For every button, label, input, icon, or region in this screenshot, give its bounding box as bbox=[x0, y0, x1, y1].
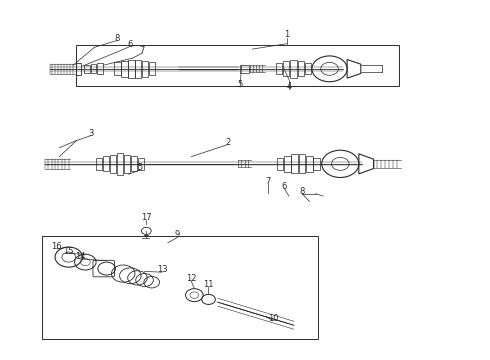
Bar bbox=[131, 156, 137, 171]
Bar bbox=[297, 61, 304, 76]
Text: 8: 8 bbox=[114, 34, 120, 43]
Text: 8: 8 bbox=[299, 187, 305, 196]
Text: 7: 7 bbox=[266, 177, 271, 186]
Bar bbox=[149, 62, 155, 75]
Bar bbox=[283, 61, 290, 76]
Bar bbox=[76, 63, 81, 75]
Bar bbox=[110, 155, 116, 173]
Text: 17: 17 bbox=[141, 213, 151, 222]
Bar bbox=[98, 63, 103, 74]
Text: 5: 5 bbox=[137, 163, 143, 172]
Text: 6: 6 bbox=[281, 181, 287, 190]
Text: 15: 15 bbox=[63, 247, 74, 256]
Text: 13: 13 bbox=[157, 265, 167, 274]
Bar bbox=[277, 158, 283, 170]
Text: 5: 5 bbox=[238, 81, 243, 90]
Bar bbox=[240, 64, 249, 73]
Text: 3: 3 bbox=[88, 129, 94, 138]
Text: 10: 10 bbox=[268, 314, 279, 323]
Bar bbox=[142, 61, 148, 77]
Bar bbox=[284, 156, 291, 172]
Bar bbox=[305, 63, 312, 75]
Bar bbox=[124, 155, 130, 173]
Bar bbox=[76, 45, 399, 86]
Bar bbox=[117, 153, 123, 175]
Bar bbox=[114, 62, 121, 75]
Text: 14: 14 bbox=[74, 252, 85, 261]
Bar bbox=[290, 59, 297, 78]
Bar bbox=[103, 156, 109, 171]
Text: 2: 2 bbox=[225, 138, 230, 147]
Text: 9: 9 bbox=[175, 230, 180, 239]
Text: 11: 11 bbox=[203, 280, 214, 289]
Bar bbox=[299, 154, 305, 174]
Bar bbox=[292, 154, 298, 174]
Bar bbox=[135, 60, 142, 78]
Bar bbox=[138, 158, 144, 170]
Text: 12: 12 bbox=[186, 274, 196, 283]
Bar bbox=[84, 65, 90, 73]
Bar bbox=[128, 60, 135, 78]
Text: 16: 16 bbox=[51, 242, 62, 251]
Bar bbox=[42, 236, 318, 338]
Text: 1: 1 bbox=[284, 30, 289, 39]
Bar bbox=[121, 61, 127, 77]
Bar bbox=[306, 156, 313, 172]
Text: 7: 7 bbox=[140, 46, 145, 55]
Bar bbox=[275, 63, 282, 75]
Text: 4: 4 bbox=[286, 82, 292, 91]
Bar bbox=[314, 158, 320, 170]
Bar bbox=[91, 64, 97, 73]
Text: 6: 6 bbox=[127, 40, 132, 49]
Bar bbox=[96, 158, 102, 170]
